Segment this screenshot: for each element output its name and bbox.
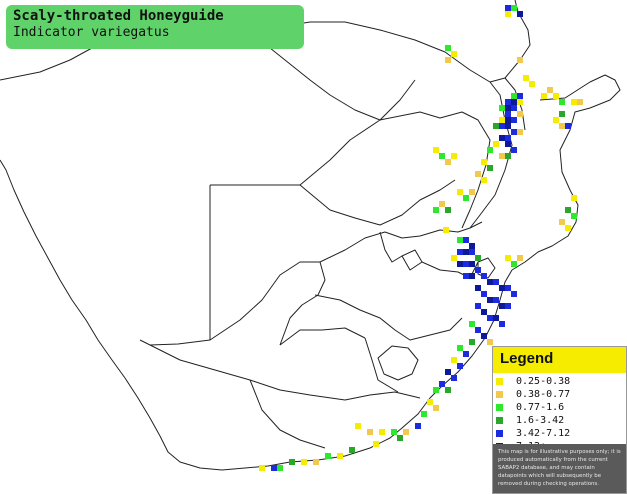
legend-item: 0.77-1.6 [496,401,626,414]
botswana-border [299,179,456,226]
legend-swatch [496,378,503,385]
legend-label: 0.77-1.6 [516,402,565,413]
zim-border [379,111,491,229]
sa-province-5 [364,337,399,393]
legend-swatch [496,430,503,437]
legend-title: Legend [500,350,554,367]
gauteng [401,249,423,271]
title-box: Scaly-throated Honeyguide Indicator vari… [6,5,304,49]
sa-province-3 [149,344,421,401]
legend-label: 0.25-0.38 [516,376,571,387]
zambia-border [259,39,381,121]
legend-item: 0.38-0.77 [496,388,626,401]
inner-1 [279,261,326,346]
legend-label: 1.6-3.42 [516,415,565,426]
legend-header: Legend [493,347,626,373]
distribution-records [259,5,583,471]
inner-2 [379,231,403,263]
legend-swatch [496,417,503,424]
legend-disclaimer: This map is for illustrative purposes on… [493,444,626,493]
namibia-border [139,185,211,346]
coastline-east [0,74,621,471]
legend-label: 3.42-7.12 [516,428,571,439]
inner-3 [421,261,479,279]
legend-swatch [496,404,503,411]
namibia-north [210,79,416,186]
legend-items: 0.25-0.38 0.38-0.77 0.77-1.6 1.6-3.42 3.42-7… [493,373,626,453]
legend-label: 0.38-0.77 [516,389,571,400]
sa-province-2 [279,327,366,346]
legend-item: 3.42-7.12 [496,427,626,440]
species-scientific-name: Indicator variegatus [13,25,170,40]
sa-province-4 [249,379,326,449]
lesotho [377,345,419,381]
sa-province-1 [314,294,463,341]
species-common-name: Scaly-throated Honeyguide [13,8,224,24]
legend-swatch [496,391,503,398]
legend-item: 1.6-3.42 [496,414,626,427]
legend-item: 0.25-0.38 [496,375,626,388]
sa-north [209,221,483,341]
legend: Legend 0.25-0.38 0.38-0.77 0.77-1.6 1.6-3.4… [492,346,627,494]
